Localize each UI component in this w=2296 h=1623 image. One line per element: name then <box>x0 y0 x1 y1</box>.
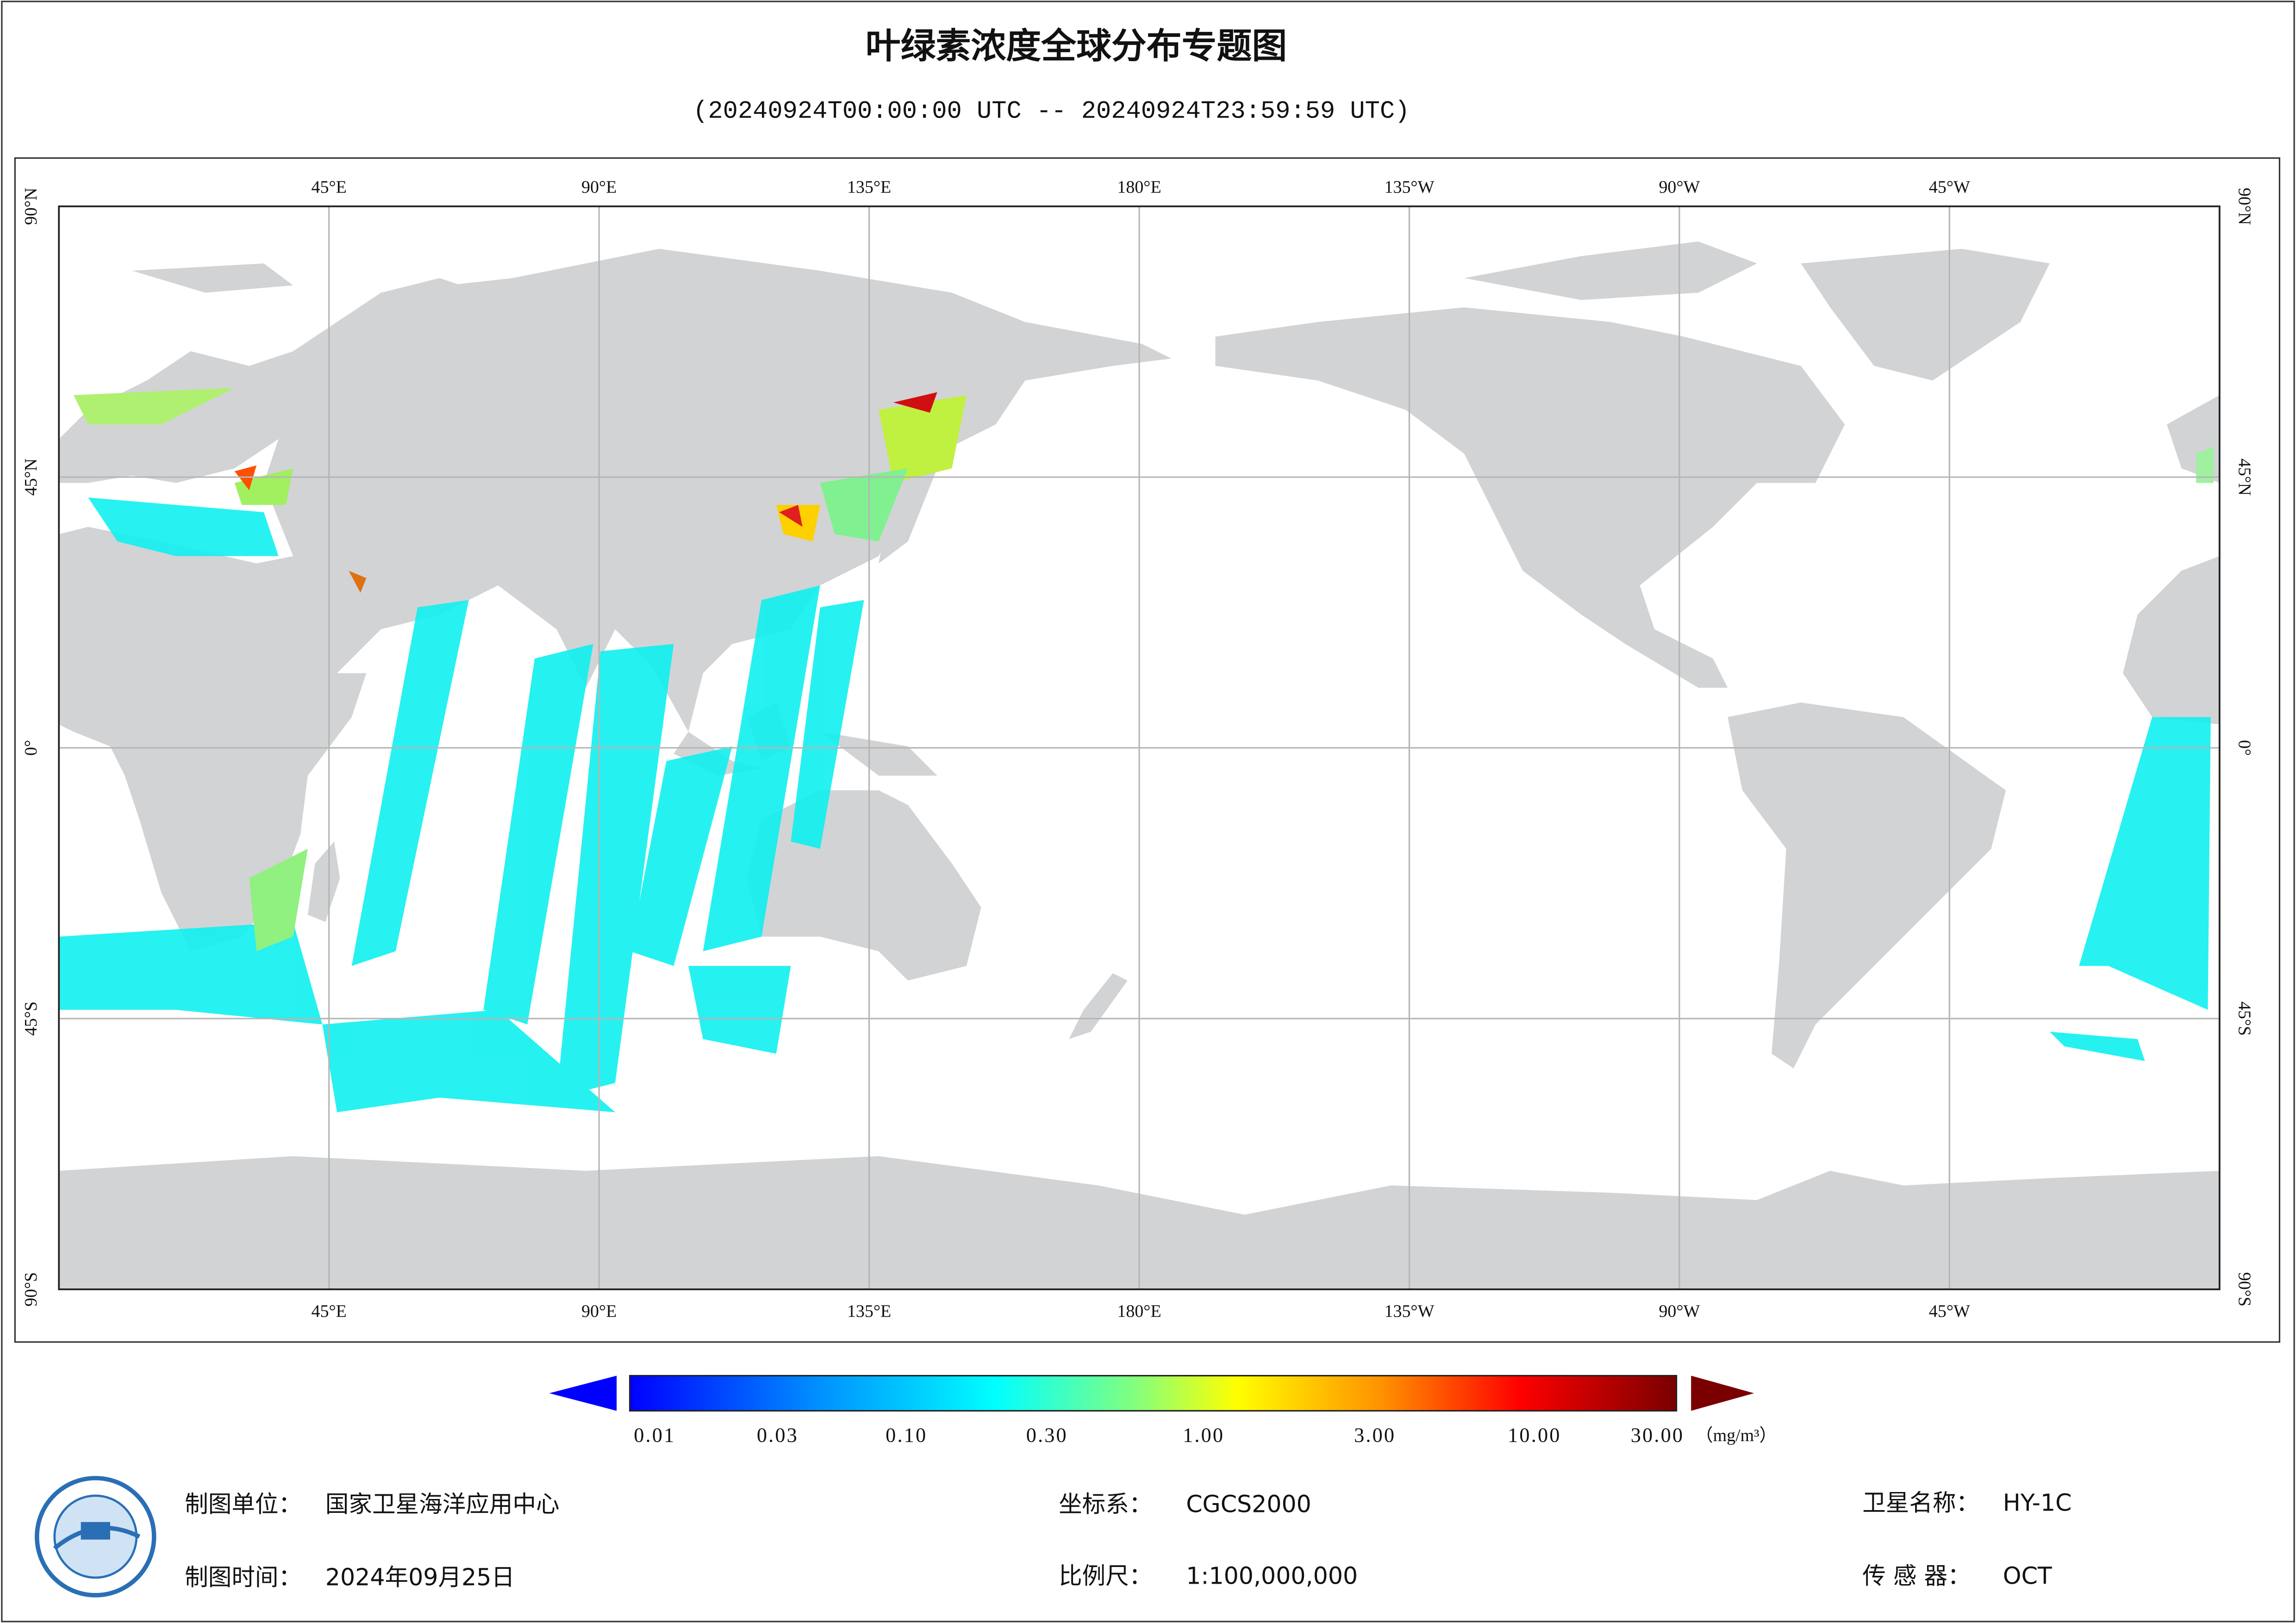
lon-label-top: 90°W <box>1659 178 1700 197</box>
lon-label-top: 45°W <box>1929 178 1970 197</box>
colorbar-unit: （mg/m³） <box>1696 1426 1777 1445</box>
lat-label-left: 45°S <box>21 1001 41 1036</box>
lon-label-bottom: 135°W <box>1385 1301 1435 1321</box>
map-panel <box>14 157 2281 1343</box>
lat-label-left: 0° <box>21 740 41 756</box>
colorbar-label: 0.30 <box>1026 1424 1068 1447</box>
lon-label-bottom: 180°E <box>1117 1301 1161 1321</box>
title: 叶绿素浓度全球分布专题图 <box>866 25 1287 66</box>
date-label: 制图时间： <box>185 1564 302 1591</box>
lon-label-bottom: 90°E <box>581 1301 617 1321</box>
graticule <box>59 206 2220 1289</box>
scale-value: 1:100,000,000 <box>1186 1562 1358 1589</box>
satellite-label: 卫星名称： <box>1862 1489 1979 1516</box>
sensor-value: OCT <box>2003 1562 2053 1589</box>
subtitle: (20240924T00:00:00 UTC -- 20240924T23:59… <box>693 98 1410 126</box>
scale-label: 比例尺： <box>1059 1562 1152 1589</box>
lat-label-left: 90°N <box>21 188 41 225</box>
colorbar <box>629 1374 1678 1412</box>
satellite-value: HY-1C <box>2003 1489 2072 1516</box>
colorbar-high-arrow <box>1691 1375 1754 1411</box>
sensor-label: 传 感 器： <box>1862 1562 1971 1589</box>
lon-label-top: 180°E <box>1117 178 1161 197</box>
lon-label-bottom: 45°E <box>312 1301 347 1321</box>
crs-label: 坐标系： <box>1059 1491 1152 1518</box>
lat-label-right: 0° <box>2235 740 2254 756</box>
lat-label-right: 45°S <box>2235 1001 2254 1036</box>
lat-label-right: 90°S <box>2235 1272 2254 1306</box>
date-value: 2024年09月25日 <box>325 1564 515 1591</box>
colorbar-label: 0.01 <box>634 1424 675 1447</box>
colorbar-label: 10.00 <box>1508 1424 1561 1447</box>
colorbar-low-arrow <box>549 1375 617 1411</box>
map-frame <box>58 205 2221 1290</box>
lon-label-top: 135°E <box>847 178 891 197</box>
unit-value: 国家卫星海洋应用中心 <box>325 1491 560 1518</box>
footer: 制图单位： 国家卫星海洋应用中心 制图时间： 2024年09月25日 坐标系： … <box>185 1489 2071 1591</box>
lat-label-left: 45°N <box>21 459 41 496</box>
chlorophyll-high <box>73 388 2214 951</box>
crs-value: CGCS2000 <box>1186 1491 1311 1518</box>
lon-label-bottom: 90°W <box>1659 1301 1700 1321</box>
colorbar-label: 1.00 <box>1183 1424 1224 1447</box>
colorbar-label: 0.03 <box>757 1424 799 1447</box>
colorbar-label: 0.10 <box>886 1424 927 1447</box>
lon-label-bottom: 45°W <box>1929 1301 1970 1321</box>
colorbar-label: 3.00 <box>1354 1424 1396 1447</box>
logo <box>35 1476 156 1598</box>
colorbar-label: 30.00 <box>1631 1424 1684 1447</box>
lat-label-right: 45°N <box>2235 459 2254 496</box>
lat-label-right: 90°N <box>2235 188 2254 225</box>
lon-label-top: 135°W <box>1385 178 1435 197</box>
lon-label-top: 45°E <box>312 178 347 197</box>
graticule-labels: 45°E 45°E 90°E 90°E 135°E 135°E 180°E 180°E 135°… <box>21 178 2254 1321</box>
unit-label: 制图单位： <box>185 1491 302 1518</box>
colorbar-labels: 0.01 0.03 0.10 0.30 1.00 3.00 10.00 30.00 <box>634 1424 1684 1447</box>
lat-label-left: 90°S <box>21 1272 41 1306</box>
lon-label-top: 90°E <box>581 178 617 197</box>
lon-label-bottom: 135°E <box>847 1301 891 1321</box>
